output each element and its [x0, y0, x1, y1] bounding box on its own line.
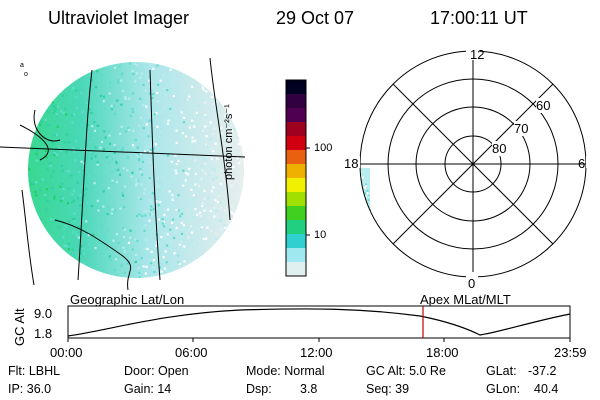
- map-marker-icon: o: [24, 71, 28, 78]
- apex-label: Apex MLat/MLT: [420, 292, 511, 307]
- uv-image-disk: [28, 62, 244, 278]
- altitude-curve: [67, 308, 571, 337]
- colorbar-label: photon cm⁻²s⁻¹: [223, 104, 235, 180]
- glat-value: -37.2: [528, 364, 557, 378]
- alt-xtick-4: 23:59: [554, 345, 587, 360]
- colorbar-segment: [286, 108, 306, 123]
- door-info: Door: Open: [124, 364, 189, 378]
- colorbar-segment: [286, 220, 306, 235]
- instrument-title: Ultraviolet Imager: [48, 8, 190, 28]
- time-label: 17:00:11 UT: [430, 8, 528, 28]
- glon-label: GLon:: [486, 382, 521, 396]
- alt-xtick-2: 12:00: [300, 345, 333, 360]
- polar-emission-patch: [360, 168, 370, 254]
- dsp-label: Dsp:: [246, 382, 272, 396]
- alt-xtick-0: 00:00: [50, 345, 83, 360]
- polar-ring-80: 80: [492, 141, 507, 156]
- flt-info: Flt: LBHL: [8, 364, 61, 378]
- colorbar-segment: [286, 192, 306, 207]
- gc-alt-info: GC Alt: 5.0 Re: [366, 364, 446, 378]
- colorbar-tick-10: 10: [314, 229, 327, 241]
- polar-ring-60: 60: [536, 98, 551, 113]
- polar-label-0: 0: [468, 276, 476, 291]
- alt-ylabel: GC Alt: [12, 308, 27, 346]
- colorbar-segment: [286, 248, 306, 263]
- gain-info: Gain: 14: [124, 382, 172, 396]
- colorbar-segment: [286, 262, 306, 277]
- geographic-label: Geographic Lat/Lon: [70, 292, 185, 307]
- seq-info: Seq: 39: [366, 382, 410, 396]
- colorbar-segment: [286, 94, 306, 109]
- colorbar-segment: [286, 122, 306, 137]
- colorbar: [285, 79, 310, 277]
- alt-xtick-3: 18:00: [426, 345, 459, 360]
- colorbar-segment: [286, 164, 306, 179]
- colorbar-segment: [286, 150, 306, 165]
- dsp-value: 3.8: [300, 382, 318, 396]
- glat-label: GLat:: [486, 364, 517, 378]
- colorbar-segment: [286, 234, 306, 249]
- altitude-plot: [67, 305, 571, 342]
- colorbar-tick-100: 100: [314, 142, 333, 154]
- polar-grid: [359, 50, 587, 278]
- polar-label-18: 18: [344, 156, 359, 171]
- geographic-image-panel: a o: [0, 57, 246, 290]
- colorbar-segment: [286, 136, 306, 151]
- polar-plot: [342, 48, 598, 284]
- geographic-grid: [0, 57, 246, 290]
- alt-ytick-1.8: 1.8: [34, 326, 53, 341]
- alt-ytick-9: 9.0: [34, 306, 53, 321]
- map-marker-icon: a: [20, 62, 24, 69]
- colorbar-segment: [286, 178, 306, 193]
- polar-label-12: 12: [470, 47, 485, 62]
- colorbar-segment: [286, 80, 306, 95]
- date-label: 29 Oct 07: [276, 8, 355, 28]
- mode-info: Mode: Normal: [246, 364, 325, 378]
- colorbar-segment: [286, 206, 306, 221]
- ip-info: IP: 36.0: [8, 382, 52, 396]
- glon-value: 40.4: [534, 382, 559, 396]
- alt-xtick-1: 06:00: [175, 345, 208, 360]
- polar-label-6: 6: [578, 156, 586, 171]
- polar-ring-70: 70: [514, 121, 529, 136]
